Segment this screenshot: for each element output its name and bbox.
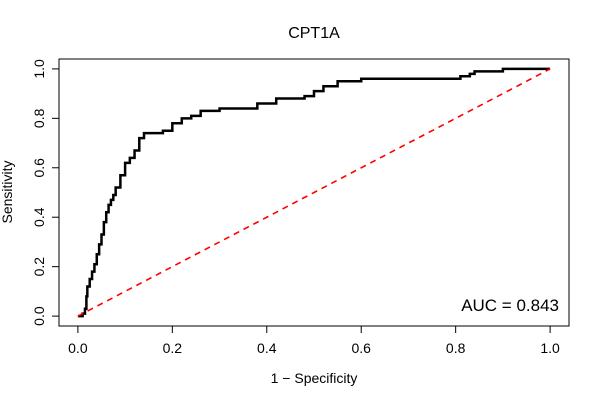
y-tick-label: 0.8: [31, 108, 47, 128]
y-axis-label: Sensitivity: [0, 160, 15, 223]
x-axis: 0.0 0.2 0.4 0.6 0.8 1.0: [68, 325, 560, 356]
x-axis-label: 1 − Specificity: [271, 370, 358, 386]
x-tick-label: 0.2: [163, 340, 183, 356]
chart-title: CPT1A: [288, 25, 340, 42]
x-tick-label: 1.0: [540, 340, 560, 356]
x-tick-label: 0.4: [257, 340, 277, 356]
x-tick-label: 0.8: [446, 340, 466, 356]
y-tick-label: 1.0: [31, 59, 47, 79]
y-axis: 0.0 0.2 0.4 0.6 0.8 1.0: [31, 59, 60, 326]
diagonal-reference-line: [77, 68, 551, 317]
auc-annotation: AUC = 0.843: [461, 296, 559, 315]
y-tick-label: 0.2: [31, 257, 47, 277]
y-tick-label: 0.6: [31, 158, 47, 178]
x-tick-label: 0.0: [68, 340, 88, 356]
y-tick-label: 0.4: [31, 207, 47, 227]
x-tick-label: 0.6: [351, 340, 371, 356]
roc-curve: [77, 67, 551, 318]
y-tick-label: 0.0: [31, 306, 47, 326]
series-layer: [77, 67, 551, 318]
